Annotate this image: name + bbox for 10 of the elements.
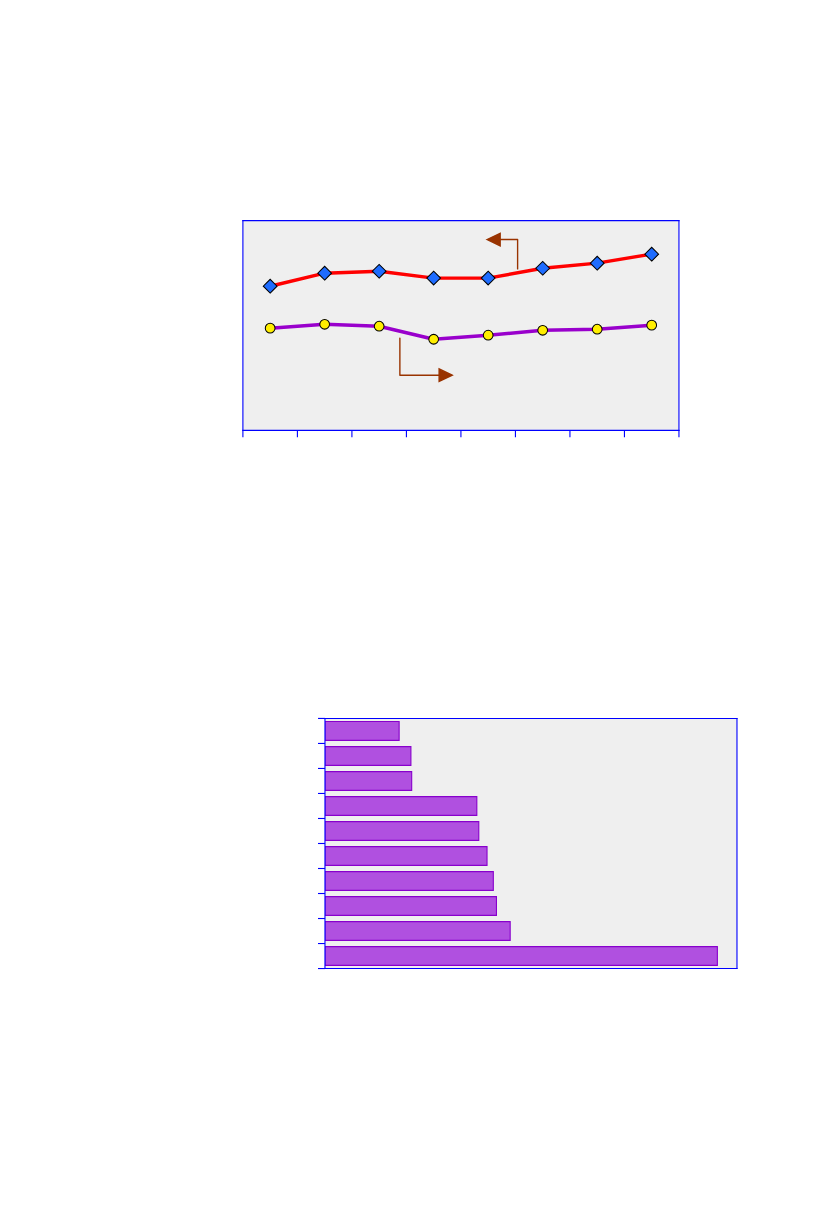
bar: [324, 946, 718, 966]
bar: [324, 721, 400, 741]
bar: [324, 796, 478, 816]
bar: [324, 921, 511, 941]
bar: [324, 746, 412, 766]
bar: [324, 871, 494, 891]
bar: [324, 821, 480, 841]
bar: [324, 896, 497, 916]
bar: [324, 771, 413, 791]
bar: [324, 846, 488, 866]
